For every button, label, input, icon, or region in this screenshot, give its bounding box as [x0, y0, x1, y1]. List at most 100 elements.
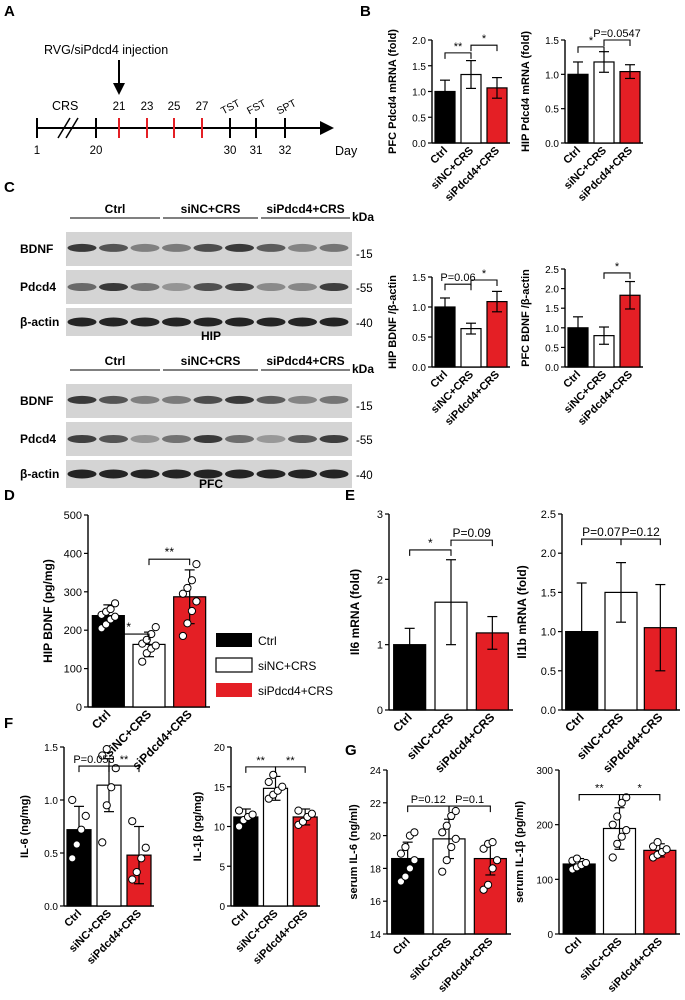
f_il1b-y-axis-label: IL-1β (pg/mg)	[192, 791, 204, 861]
pfc-band-1-8	[319, 435, 349, 443]
hip-group-label-0: Ctrl	[105, 202, 126, 216]
g_il6-point-2-4	[479, 844, 488, 853]
day-21: 21	[113, 101, 126, 113]
hip-band-2-7	[288, 317, 317, 327]
day-25: 25	[168, 101, 181, 113]
f_il1b-xlabel-2: siPdcd4+CRS	[251, 908, 310, 967]
b_pfc-ytick-label-2: 1.0	[412, 88, 426, 99]
g_il1b-point-1-6	[617, 798, 626, 807]
b_hip-annotation-1: P=0.0547	[593, 28, 640, 40]
test-spt: SPT	[275, 97, 299, 117]
day-23: 23	[141, 101, 154, 113]
g_il6-ytick-label-5: 24	[370, 766, 382, 777]
b_hip-y-axis-label: HIP Pdcd4 mRNA (fold)	[520, 31, 532, 152]
d-point-2-7	[192, 560, 201, 569]
d-ytick-label-3: 300	[64, 587, 82, 599]
f_il6-ytick-label-3: 1.5	[44, 743, 58, 754]
c_pfc-ytick-label-4: 2.0	[545, 285, 559, 296]
b_pfc-bracket-1	[470, 44, 498, 52]
hip-tissue-label: HIP	[201, 329, 221, 343]
e_il6-xlabel-0: Ctrl	[390, 710, 415, 735]
f_il6-point-2-1	[132, 867, 141, 877]
b_hip-ytick-label-0: 0.0	[545, 139, 559, 150]
b_hip-ytick-label-2: 1.0	[545, 70, 559, 81]
b_pfc-y-axis-label: PFC Pdcd4 mRNA (fold)	[387, 29, 399, 154]
d-point-1-3	[151, 641, 160, 650]
g_il1b-point-2-5	[653, 838, 662, 847]
g_il1b-y-axis-label: serum IL-1β (pg/ml)	[514, 801, 526, 903]
pfc-band-0-5	[225, 395, 254, 404]
legend-label-ctrl: Ctrl	[258, 634, 277, 648]
g_il1b-point-1-0	[608, 853, 617, 862]
hip-band-0-3	[162, 243, 191, 252]
pfc-band-2-4	[193, 469, 223, 479]
hip-band-1-4	[193, 283, 223, 291]
d-point-0-6	[106, 604, 115, 614]
hip-band-2-8	[319, 317, 349, 327]
d-point-2-6	[187, 576, 197, 585]
legend-label-sipdcd4: siPdcd4+CRS	[258, 684, 333, 698]
legend: Ctrl siNC+CRS siPdcd4+CRS	[215, 633, 333, 698]
g_il6-point-0-3	[410, 856, 419, 865]
f_il1b-ytick-label-1: 5	[219, 862, 225, 873]
hip-band-2-0	[67, 317, 97, 327]
pfc-group-label-2: siPdcd4+CRS	[266, 354, 344, 368]
legend-swatch-ctrl	[216, 633, 252, 647]
d-point-2-4	[178, 589, 188, 598]
timeline-axis-label: Day	[335, 144, 358, 158]
pfc-band-2-2	[130, 469, 160, 479]
g_il1b-point-1-2	[617, 832, 626, 841]
timeline-arrowhead	[320, 121, 334, 135]
f_il6-y-axis-label: IL-6 (ng/mg)	[19, 795, 31, 858]
day-32: 32	[279, 145, 292, 157]
hip-marker-1: -55	[356, 283, 373, 295]
hip-band-0-4	[193, 243, 223, 252]
hip-kda-label: kDa	[352, 210, 374, 224]
f_il6-point-1-1	[102, 801, 111, 810]
pfc-band-1-3	[162, 435, 191, 443]
f_il1b-point-2-3	[307, 809, 317, 818]
e_il1b-ytick-label-2: 1.0	[541, 627, 556, 639]
g_il6-annotation-0: P=0.12	[411, 794, 446, 806]
c_pfc-ytick-label-3: 1.5	[545, 304, 559, 315]
western-blot-panel: Ctrl siNC+CRS siPdcd4+CRS kDa BDNF -15 Pdcd4 -5…	[20, 202, 374, 491]
g_il6-bracket-1	[448, 805, 491, 813]
g_il6-xlabel-0: Ctrl	[391, 936, 413, 958]
pfc-band-2-1	[99, 469, 128, 479]
f_il6-ytick-label-2: 1.0	[44, 796, 58, 807]
f_il1b-point-1-3	[278, 782, 287, 791]
f_il1b-xlabel-0: Ctrl	[229, 908, 251, 930]
f_il6-point-2-2	[137, 854, 146, 863]
c_pfc-bracket-0	[603, 272, 631, 279]
f_il6-point-2-3	[141, 843, 150, 852]
b_hip-bar-0	[567, 73, 589, 144]
f_il6-point-2-4	[128, 817, 137, 826]
c_hip-annotation-1: *	[482, 268, 487, 280]
panel-label-d: D	[4, 487, 15, 504]
panel-label-f: F	[4, 715, 13, 732]
g_il6-point-1-1	[442, 856, 451, 865]
pfc-row-label-2: β-actin	[20, 467, 59, 481]
g_il1b-point-1-3	[622, 826, 631, 835]
hip-band-2-6	[256, 317, 286, 327]
e_il1b-ytick-label-1: 0.5	[541, 666, 556, 678]
f_il6-annotation-1: **	[120, 754, 129, 766]
g_il1b-point-2-3	[662, 845, 671, 854]
b_pfc-annotation-0: **	[454, 41, 463, 53]
e_il1b-ytick-label-0: 0.0	[541, 705, 556, 717]
e_il1b-bracket-1	[620, 538, 661, 546]
b_pfc-ytick-label-4: 2.0	[412, 36, 426, 47]
d-ytick-label-4: 400	[64, 548, 82, 560]
chart-b_pfc: 0.0 0.5 1.0 1.5 2.0 PFC Pdcd4 mRNA (fold) Ctrl…	[387, 29, 510, 204]
g_il1b-bar-2	[643, 849, 677, 935]
g_il6-point-2-3	[492, 856, 502, 865]
d-point-1-0	[138, 657, 147, 666]
g_il1b-point-0-5	[572, 854, 582, 863]
c_hip-bracket-1	[470, 279, 498, 286]
c_hip-ytick-label-0: 0.0	[412, 363, 426, 374]
d-ytick-label-5: 500	[64, 510, 82, 522]
f_il1b-point-2-4	[294, 806, 303, 815]
f_il1b-ytick-label-0: 0	[219, 902, 225, 913]
hip-band-2-4	[193, 317, 223, 327]
